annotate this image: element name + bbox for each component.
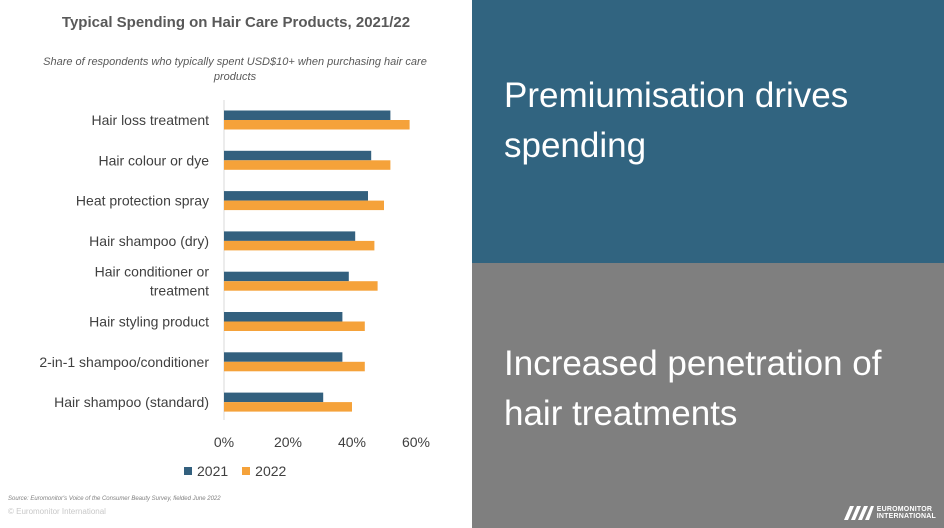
bar-2022-0 bbox=[224, 120, 410, 130]
category-label-7: Hair shampoo (standard) bbox=[54, 394, 209, 410]
category-label-0: Hair loss treatment bbox=[92, 112, 210, 128]
x-tick-label-3: 60% bbox=[402, 434, 430, 450]
x-tick-label-2: 40% bbox=[338, 434, 366, 450]
bar-2021-3 bbox=[224, 231, 356, 241]
legend-swatch-2021 bbox=[184, 467, 192, 475]
legend-label-2021: 2021 bbox=[197, 463, 229, 479]
bar-2021-5 bbox=[224, 312, 343, 322]
headline-panel-premiumisation: Premiumisation drives spending bbox=[472, 0, 944, 263]
headline-penetration: Increased penetration of hair treatments bbox=[504, 344, 882, 433]
legend-item-2021: 2021 bbox=[184, 463, 228, 479]
bar-2022-5 bbox=[224, 321, 365, 331]
headline-premiumisation: Premiumisation drives spending bbox=[504, 76, 849, 165]
chart-legend: 2021 2022 bbox=[184, 463, 300, 479]
bar-2021-7 bbox=[224, 392, 324, 403]
chart-panel: Typical Spending on Hair Care Products, … bbox=[8, 14, 431, 516]
legend-label-2022: 2022 bbox=[255, 463, 287, 479]
x-tick-label-1: 20% bbox=[274, 434, 302, 450]
bar-2022-6 bbox=[224, 361, 365, 372]
bar-2021-0 bbox=[224, 110, 391, 120]
category-label-6: 2-in-1 shampoo/conditioner bbox=[39, 354, 209, 370]
category-label-3: Hair shampoo (dry) bbox=[89, 233, 209, 249]
category-label-4: Hair conditioner or treatment bbox=[95, 264, 210, 299]
bar-2021-1 bbox=[224, 150, 372, 161]
bar-2022-4 bbox=[224, 281, 378, 291]
euromonitor-logo-icon bbox=[843, 506, 874, 520]
bar-2021-6 bbox=[224, 352, 343, 362]
bar-2022-7 bbox=[224, 402, 352, 412]
bar-2022-3 bbox=[224, 240, 375, 251]
category-label-5: Hair styling product bbox=[89, 314, 209, 330]
euromonitor-logo: EUROMONITOR INTERNATIONAL bbox=[843, 506, 936, 520]
category-label-2: Heat protection spray bbox=[76, 193, 209, 209]
chart-subtitle: Share of respondents who typically spent… bbox=[43, 56, 427, 83]
source-note: Source: Euromonitor's Voice of the Consu… bbox=[8, 496, 221, 502]
copyright-note: © Euromonitor International bbox=[8, 507, 106, 516]
headline-panel-penetration: Increased penetration of hair treatments… bbox=[472, 263, 944, 528]
bar-2021-4 bbox=[224, 271, 349, 282]
bar-2022-1 bbox=[224, 160, 391, 170]
chart-title: Typical Spending on Hair Care Products, … bbox=[61, 14, 411, 31]
category-label-1: Hair colour or dye bbox=[99, 152, 210, 168]
legend-item-2022: 2022 bbox=[242, 463, 286, 479]
bar-2021-2 bbox=[224, 191, 368, 201]
logo-line1: EUROMONITOR bbox=[876, 506, 933, 513]
bar-chart: Hair loss treatment Hair colour or dye Hea… bbox=[39, 100, 430, 450]
legend-swatch-2022 bbox=[242, 467, 251, 475]
x-tick-label-0: 0% bbox=[214, 434, 234, 450]
bar-2022-2 bbox=[224, 200, 384, 211]
logo-line2: INTERNATIONAL bbox=[876, 513, 936, 520]
